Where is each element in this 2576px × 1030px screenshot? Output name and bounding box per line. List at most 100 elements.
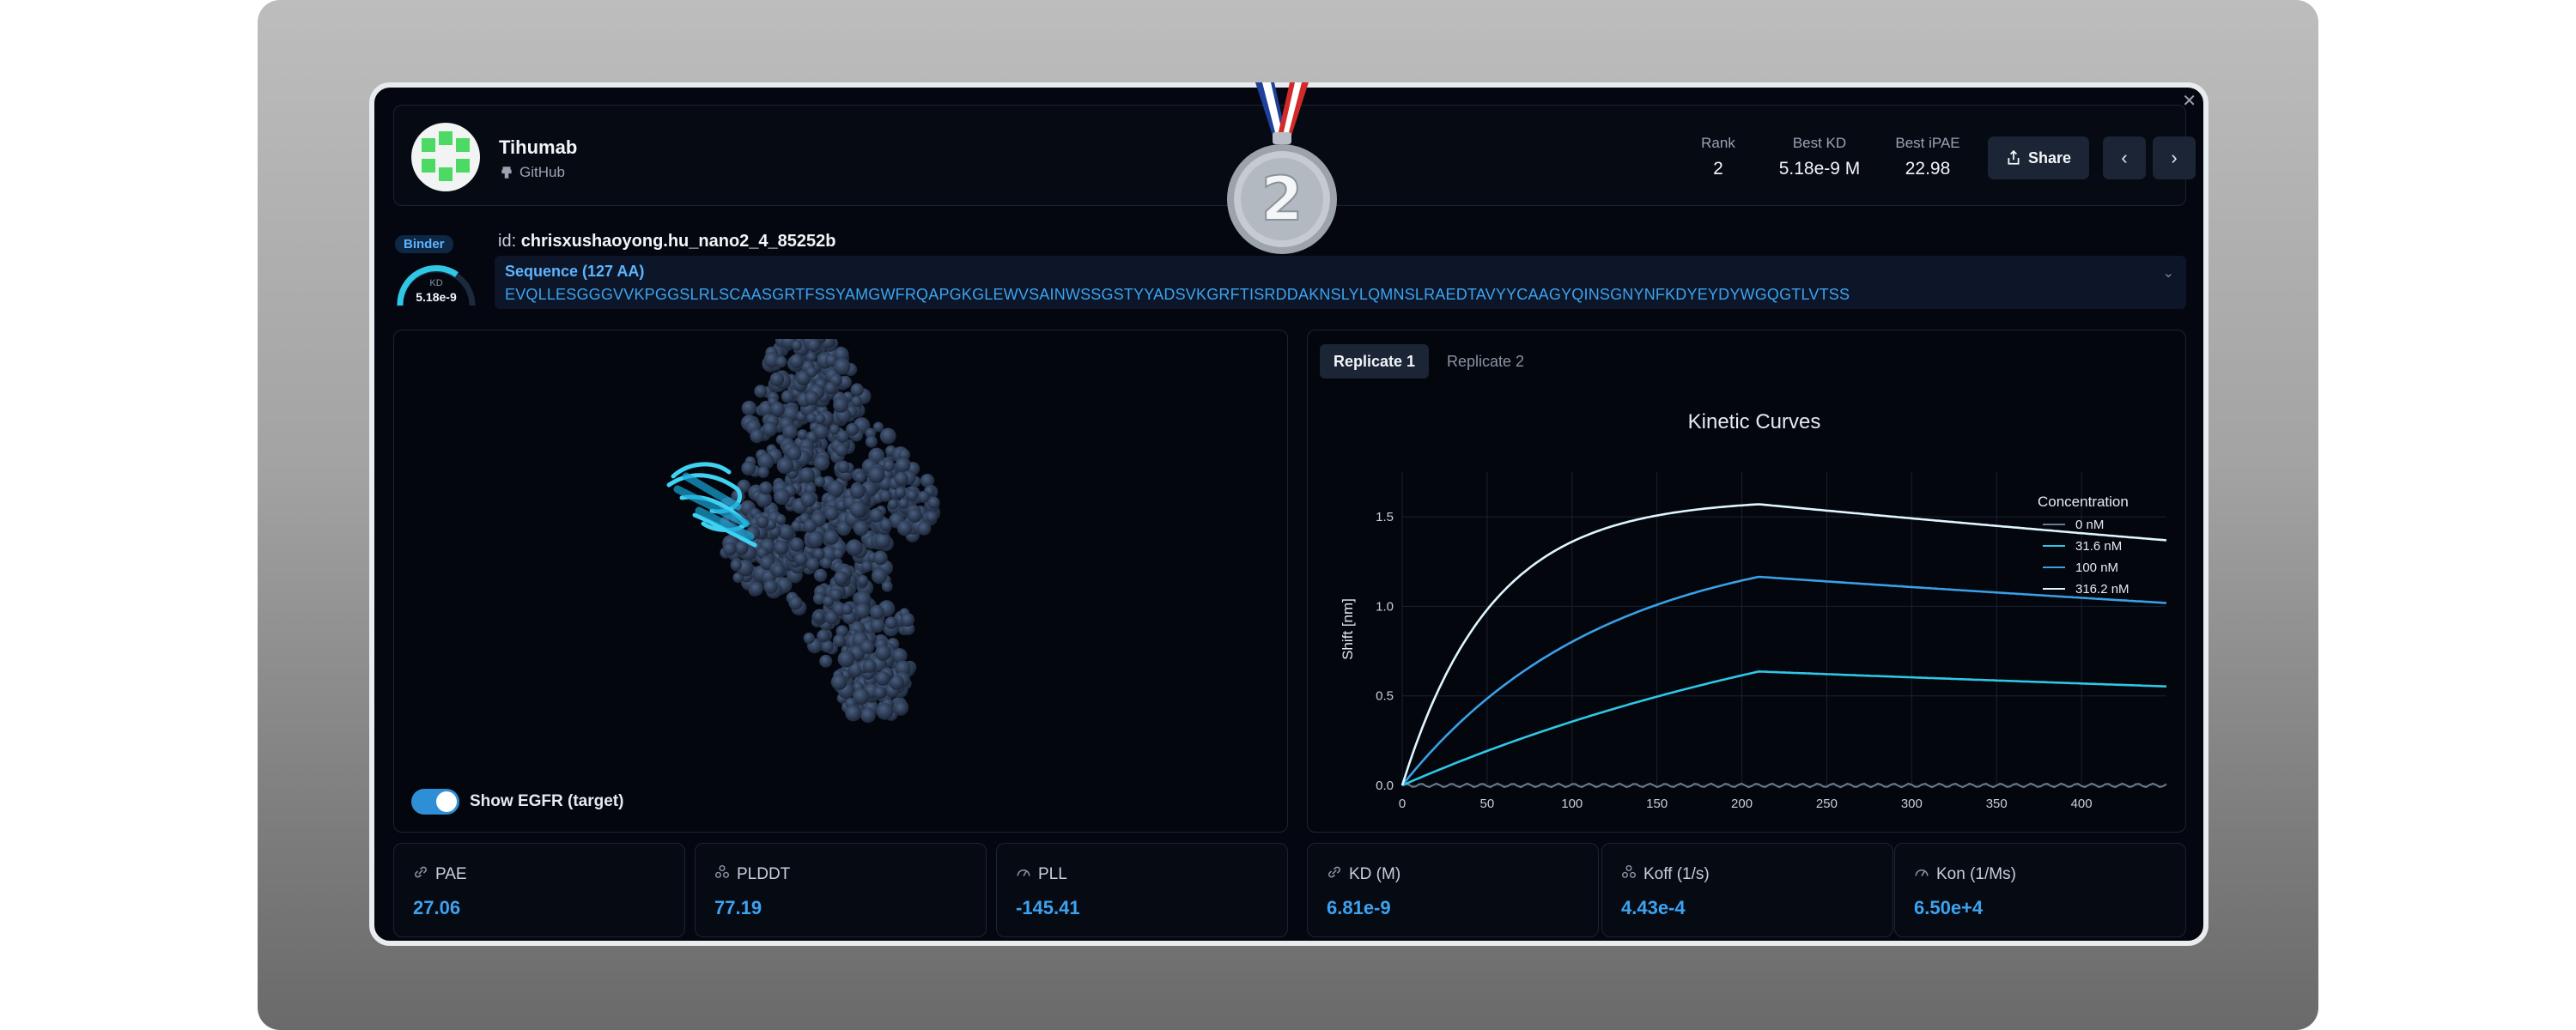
x-tick-label: 100: [1561, 797, 1583, 811]
target-atom: [860, 707, 876, 724]
target-atom: [830, 674, 848, 690]
target-atom: [814, 413, 826, 425]
link-icon: [1327, 864, 1342, 885]
target-atom: [835, 430, 849, 443]
share-label: Share: [2027, 148, 2072, 167]
target-atom: [805, 557, 820, 572]
protein-structure-render: [666, 339, 941, 724]
target-atom: [836, 460, 850, 474]
best-ipae-value: 22.98: [1905, 159, 1951, 179]
metric-pll-label: PLL: [1038, 865, 1067, 883]
target-atom: [907, 508, 922, 524]
binder-badge: Binder: [395, 235, 453, 253]
legend-title: Concentration: [2038, 494, 2129, 510]
target-atom: [817, 629, 830, 643]
tab-replicate-1[interactable]: Replicate 1: [1320, 344, 1430, 379]
chevron-left-icon: ‹: [2121, 147, 2128, 168]
target-atom: [846, 539, 863, 556]
sequence-title: Sequence (127 AA): [505, 263, 645, 280]
target-atom: [851, 396, 863, 407]
metric-koff-label: Koff (1/s): [1643, 865, 1710, 883]
target-atom: [794, 552, 808, 566]
target-atom: [926, 511, 938, 524]
target-atom: [786, 445, 802, 462]
metric-plddt: PLDDT 77.19: [695, 843, 987, 937]
kd-gauge: [397, 264, 476, 306]
target-atom: [731, 560, 742, 571]
best-kd-value: 5.18e-9 M: [1778, 159, 1861, 179]
target-atom: [757, 452, 775, 470]
target-atom: [894, 471, 908, 487]
series-line: [1400, 575, 2167, 786]
target-atom: [833, 548, 844, 560]
target-atom: [829, 424, 841, 435]
x-tick-label: 350: [1986, 797, 2008, 811]
target-atom: [769, 402, 785, 417]
target-atom: [749, 582, 763, 597]
target-atom: [789, 537, 805, 552]
target-atom: [860, 639, 875, 655]
metric-koff-value: 4.43e-4: [1621, 897, 1686, 918]
target-atom: [812, 548, 825, 560]
target-atom: [800, 492, 817, 507]
target-atom: [774, 488, 791, 506]
target-atom: [750, 428, 764, 444]
x-tick-label: 250: [1816, 797, 1838, 811]
next-button[interactable]: ›: [2153, 136, 2196, 179]
target-atom: [900, 613, 915, 627]
metric-pll: PLL -145.41: [996, 843, 1288, 937]
target-atom: [756, 491, 773, 508]
target-atom: [920, 473, 935, 488]
github-link[interactable]: GitHub: [499, 164, 565, 181]
metric-pae-label: PAE: [435, 865, 467, 883]
github-icon: [501, 167, 512, 179]
target-atom: [846, 422, 860, 436]
best-kd-label: Best KD: [1792, 135, 1847, 151]
team-name[interactable]: Tihumab: [499, 136, 578, 158]
y-tick-label: 0.5: [1376, 689, 1394, 704]
target-atom: [870, 618, 885, 633]
target-atom: [803, 632, 815, 645]
target-atom: [737, 479, 750, 494]
target-atom: [823, 530, 839, 545]
target-atom: [754, 385, 768, 398]
prev-button[interactable]: ‹: [2103, 136, 2146, 179]
target-atom: [879, 489, 892, 502]
kinetic-curves-chart: Kinetic Curves Shift [nm] 0 50 100 150 200 25…: [1340, 410, 2167, 811]
rank-label: Rank: [1701, 135, 1735, 151]
target-atom: [837, 650, 855, 668]
target-atom: [762, 421, 778, 437]
avatar[interactable]: [411, 123, 480, 191]
structure-viewer[interactable]: Show EGFR (target): [393, 330, 1288, 833]
target-atom: [805, 367, 817, 378]
target-atom: [906, 489, 919, 501]
target-atom: [797, 429, 808, 440]
target-atom: [813, 455, 830, 471]
target-atom: [763, 351, 781, 368]
target-atom: [791, 520, 803, 532]
target-atom: [869, 604, 884, 620]
x-tick-label: 400: [2071, 797, 2093, 811]
target-atom: [871, 567, 888, 585]
target-atom: [774, 540, 789, 555]
chevron-down-icon[interactable]: ⌄: [2162, 266, 2174, 281]
target-atom: [782, 423, 798, 439]
tab-replicate-2[interactable]: Replicate 2: [1447, 352, 1525, 370]
target-atom: [821, 639, 834, 653]
sequence-panel[interactable]: Sequence (127 AA) EVQLLESGGGVVKPGGSLRLSC…: [495, 256, 2186, 309]
target-atom: [806, 412, 817, 424]
target-atom: [896, 520, 913, 536]
target-atom: [849, 500, 867, 518]
close-icon[interactable]: ✕: [2182, 92, 2196, 111]
target-atom: [813, 568, 828, 582]
target-atom: [916, 521, 932, 536]
target-atom: [917, 490, 930, 503]
series-line: [1401, 670, 2167, 787]
show-target-toggle[interactable]: [411, 789, 459, 815]
target-atom: [778, 524, 794, 540]
best-kd-stat: Best KD 5.18e-9 M: [1768, 135, 1871, 179]
share-button[interactable]: Share: [1988, 136, 2089, 179]
target-atom: [845, 705, 862, 722]
kd-gauge-value: 5.18e-9: [416, 290, 457, 304]
legend-entry: 316.2 nM: [2075, 582, 2129, 597]
